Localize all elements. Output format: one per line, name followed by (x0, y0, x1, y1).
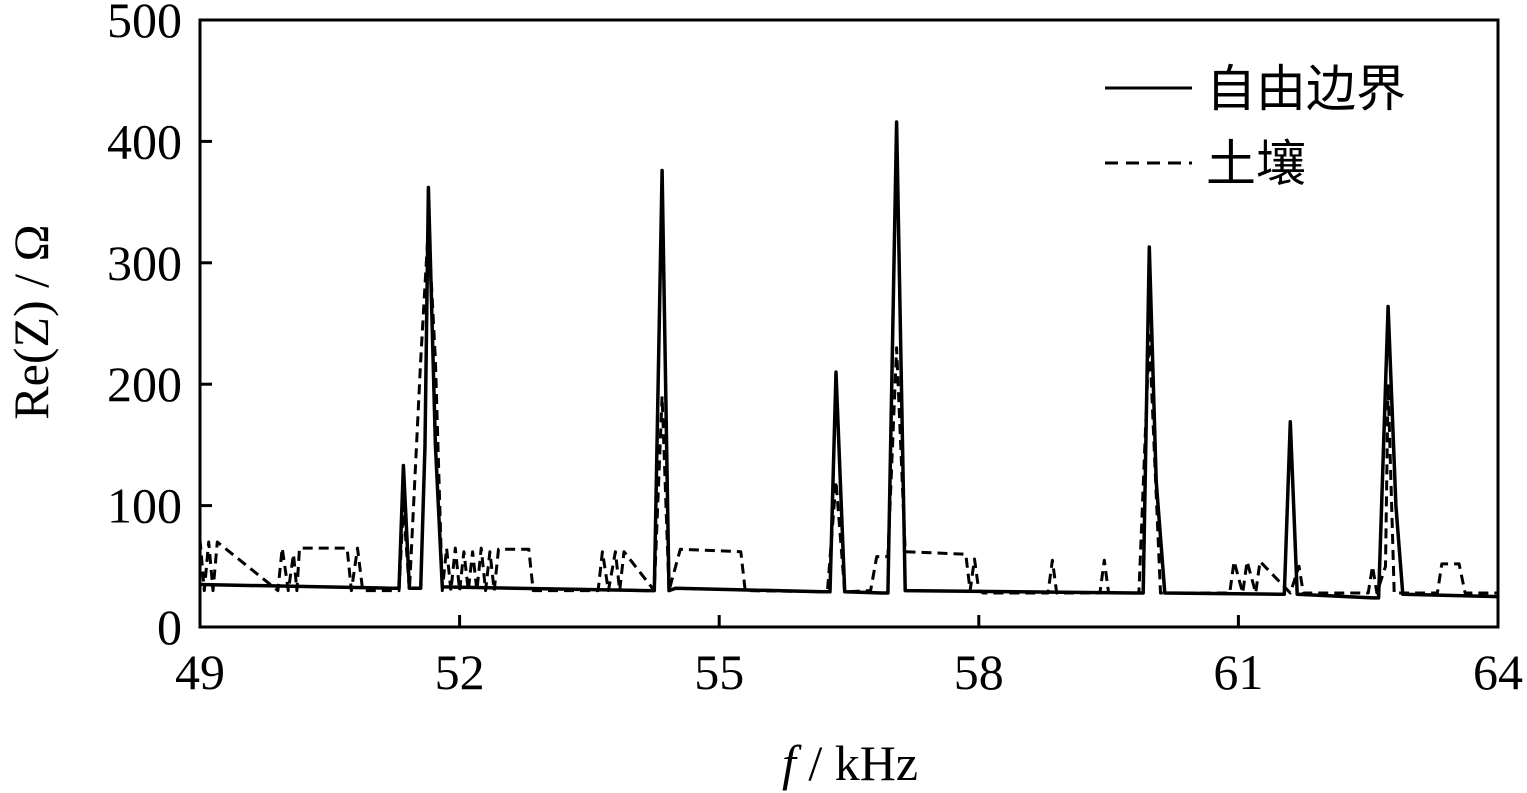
series-line-soil (198, 224, 1498, 595)
x-tick-label: 61 (1213, 644, 1263, 700)
x-tick-label: 64 (1473, 644, 1523, 700)
y-tick-label: 400 (107, 113, 182, 169)
series-layer (198, 120, 1499, 600)
series-line-free-boundary (199, 120, 1499, 600)
y-tick-label: 0 (157, 599, 182, 655)
x-tick-label: 49 (175, 644, 225, 700)
y-tick-label: 300 (107, 235, 182, 291)
legend: 自由边界 土壤 (1105, 60, 1406, 193)
legend-label-soil: 土壤 (1206, 135, 1306, 193)
x-tick-label: 58 (954, 644, 1004, 700)
y-tick-label: 100 (107, 478, 182, 534)
plot-frame (198, 18, 1500, 629)
legend-label-free-boundary: 自由边界 (1206, 60, 1406, 118)
x-tick-label: 55 (694, 644, 744, 700)
y-tick-label: 200 (107, 356, 182, 412)
y-tick-label: 500 (107, 0, 182, 48)
x-axis-unit: / kHz (796, 735, 918, 791)
y-axis-title: Re(Z) / Ω (3, 224, 59, 419)
ticks-layer: 49 52 55 58 61 64 0 100 200 300 400 500 (107, 0, 1523, 700)
x-axis-title: f / kHz (782, 735, 918, 791)
x-tick-label: 52 (435, 644, 485, 700)
